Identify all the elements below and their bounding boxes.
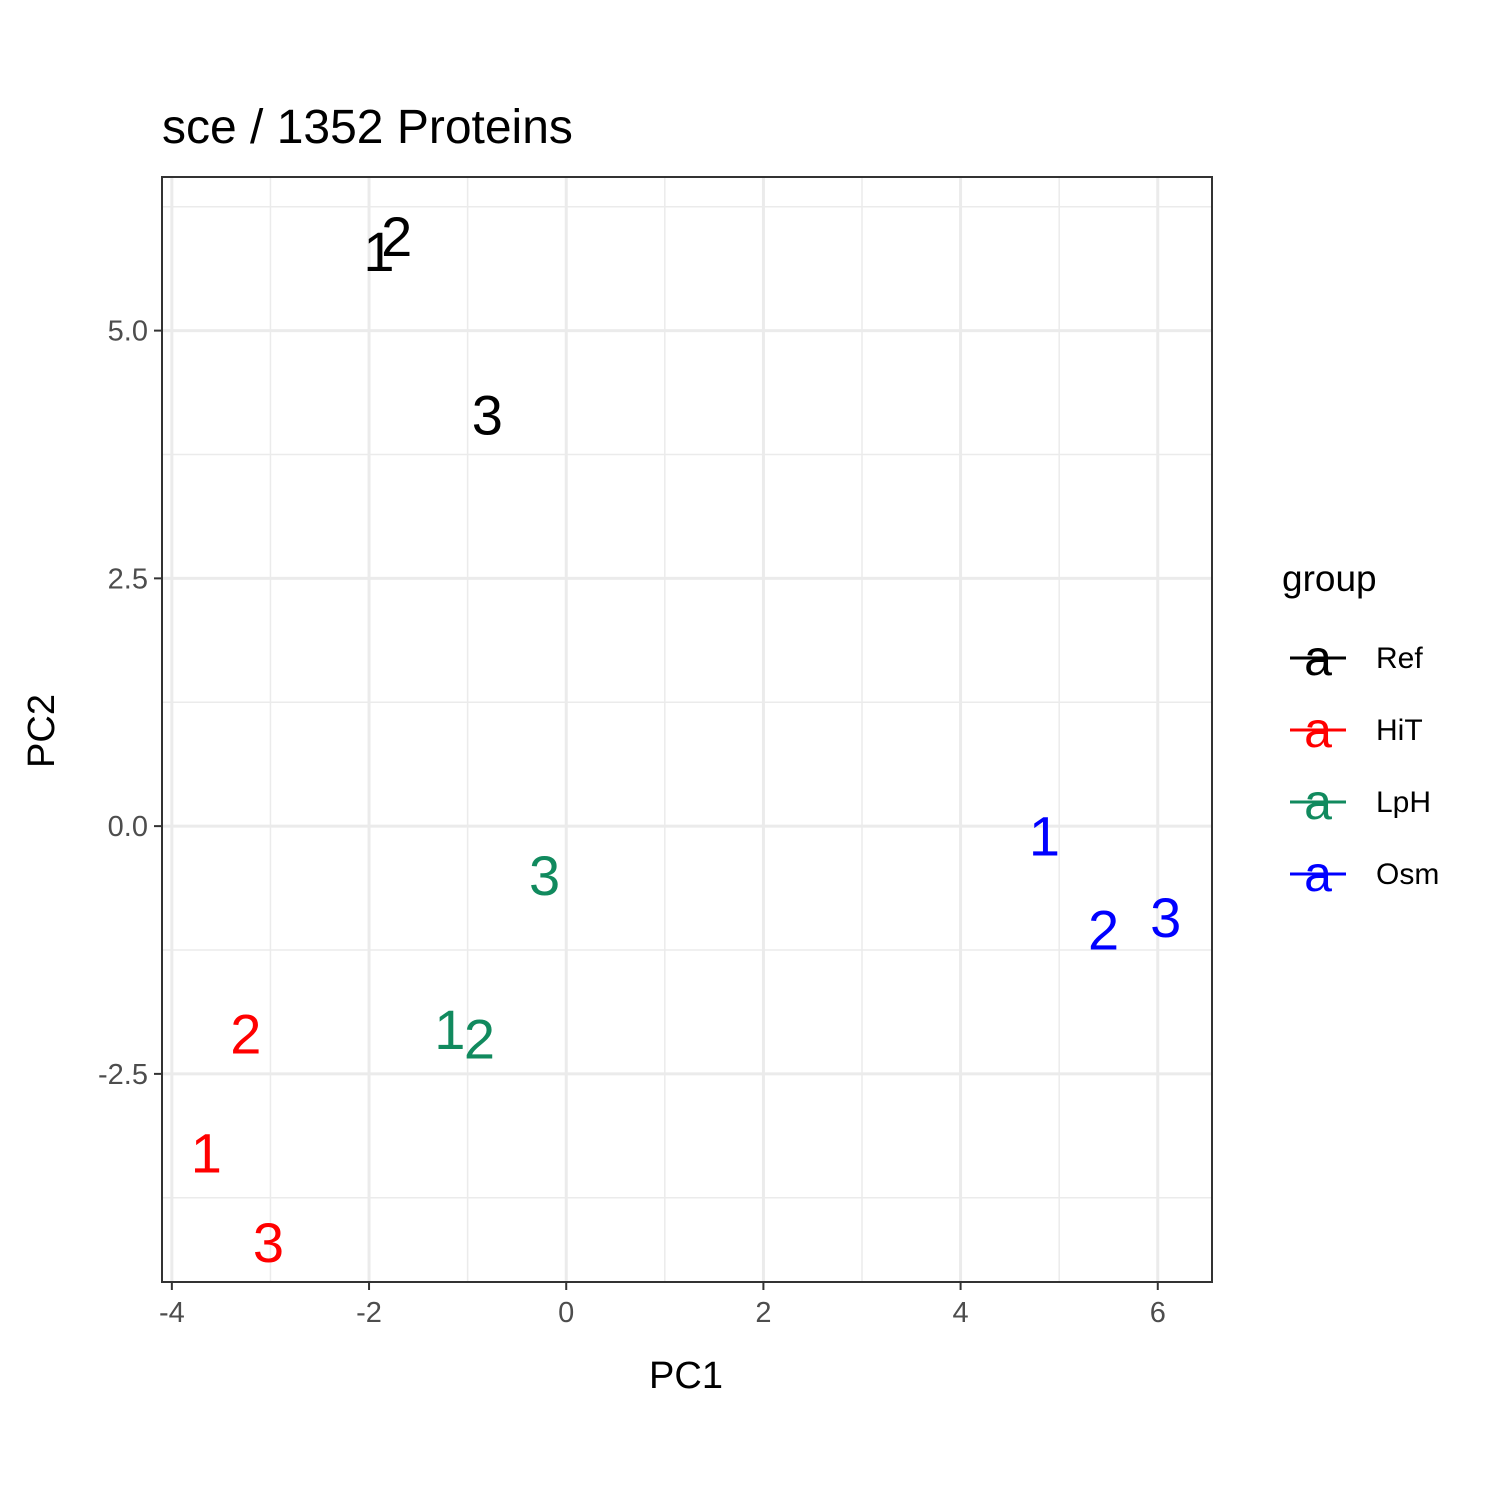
point-label-hit-2: 2 bbox=[230, 1003, 261, 1066]
y-axis-title: PC2 bbox=[21, 694, 63, 768]
x-tick-label: -4 bbox=[159, 1297, 185, 1329]
y-tick-label: 0.0 bbox=[108, 811, 148, 843]
point-label-hit-3: 3 bbox=[253, 1211, 284, 1274]
plot-panel-border bbox=[161, 176, 1213, 1283]
legend-label: HiT bbox=[1376, 714, 1423, 747]
legend-entry-lph: a LpH bbox=[1290, 774, 1431, 830]
y-axis: -2.5 0.0 2.5 5.0 bbox=[98, 316, 162, 1091]
y-tick-label: -2.5 bbox=[98, 1059, 148, 1091]
x-axis: -4 -2 0 2 4 6 bbox=[159, 1282, 1166, 1329]
legend: group a Ref a HiT a LpH a Osm bbox=[1282, 558, 1439, 902]
chart-title: sce / 1352 Proteins bbox=[162, 101, 573, 154]
x-tick-label: 6 bbox=[1150, 1297, 1166, 1329]
major-gridlines bbox=[162, 177, 1212, 1282]
point-label-lph-1: 1 bbox=[434, 998, 465, 1061]
legend-entry-osm: a Osm bbox=[1290, 846, 1439, 902]
point-label-ref-2: 2 bbox=[381, 205, 412, 268]
legend-label: LpH bbox=[1376, 786, 1431, 819]
y-tick-label: 2.5 bbox=[108, 563, 148, 595]
point-label-osm-2: 2 bbox=[1088, 899, 1119, 962]
point-label-ref-1: 1 bbox=[363, 220, 394, 283]
x-tick-label: 4 bbox=[953, 1297, 969, 1329]
point-label-lph-3: 3 bbox=[529, 844, 560, 907]
point-label-osm-1: 1 bbox=[1029, 805, 1060, 868]
y-tick-label: 5.0 bbox=[108, 316, 148, 348]
legend-label: Osm bbox=[1376, 858, 1439, 891]
x-tick-label: 0 bbox=[558, 1297, 574, 1329]
x-axis-title: PC1 bbox=[649, 1355, 723, 1397]
point-label-lph-2: 2 bbox=[464, 1008, 495, 1071]
x-tick-label: -2 bbox=[356, 1297, 382, 1329]
legend-entry-hit: a HiT bbox=[1290, 702, 1423, 758]
minor-gridlines bbox=[162, 177, 1212, 1282]
x-tick-label: 2 bbox=[755, 1297, 771, 1329]
legend-entries: a Ref a HiT a LpH a Osm bbox=[1290, 630, 1439, 902]
legend-title: group bbox=[1282, 558, 1377, 599]
point-label-ref-3: 3 bbox=[472, 383, 503, 446]
point-label-hit-1: 1 bbox=[191, 1122, 222, 1185]
legend-label: Ref bbox=[1376, 642, 1423, 675]
point-label-osm-3: 3 bbox=[1150, 886, 1181, 949]
legend-entry-ref: a Ref bbox=[1290, 630, 1423, 686]
